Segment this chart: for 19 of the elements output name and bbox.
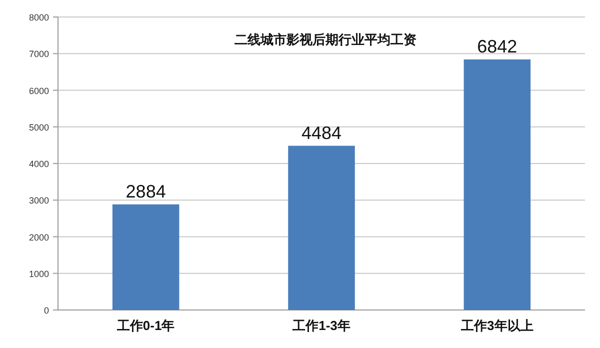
data-label: 6842	[477, 36, 518, 56]
y-tick-label: 3000	[28, 196, 49, 206]
y-tick-label: 1000	[28, 268, 49, 279]
data-label: 4484	[301, 122, 342, 143]
y-tick-label: 6000	[28, 86, 49, 96]
bar	[112, 204, 180, 310]
x-tick-label: 工作1-3年	[292, 318, 350, 333]
text: 二线城市影视后期行业平均工资	[234, 32, 416, 47]
y-tick-label: 2000	[28, 232, 49, 242]
data-label: 2884	[126, 181, 166, 202]
bar	[288, 146, 355, 310]
y-tick-label: 4000	[28, 159, 49, 169]
y-tick-label: 0	[44, 306, 49, 316]
y-tick-label: 8000	[28, 12, 49, 22]
x-tick-label: 工作0-1年	[116, 318, 175, 333]
y-tick-label: 7000	[28, 49, 49, 60]
y-tick-label: 5000	[28, 122, 49, 132]
bar	[464, 59, 531, 310]
x-tick-label: 工作3年以上	[460, 318, 534, 333]
